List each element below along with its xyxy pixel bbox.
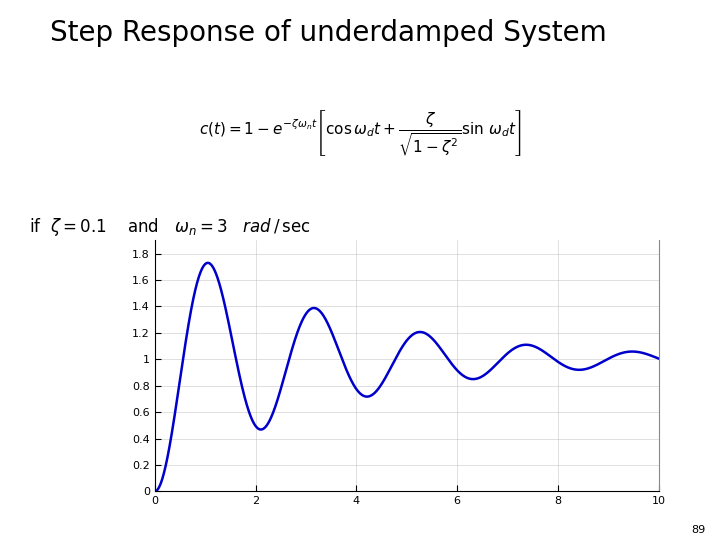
Text: Step Response of underdamped System: Step Response of underdamped System	[50, 19, 607, 47]
Text: if  $\zeta = 0.1$    and   $\omega_n = 3$   $rad\,/\,$sec: if $\zeta = 0.1$ and $\omega_n = 3$ $rad…	[29, 216, 310, 238]
Text: $c(t) = 1 - e^{-\zeta\omega_n t}\left[\cos\omega_d t + \dfrac{\zeta}{\sqrt{1-\ze: $c(t) = 1 - e^{-\zeta\omega_n t}\left[\c…	[199, 108, 521, 158]
Text: 89: 89	[691, 524, 706, 535]
